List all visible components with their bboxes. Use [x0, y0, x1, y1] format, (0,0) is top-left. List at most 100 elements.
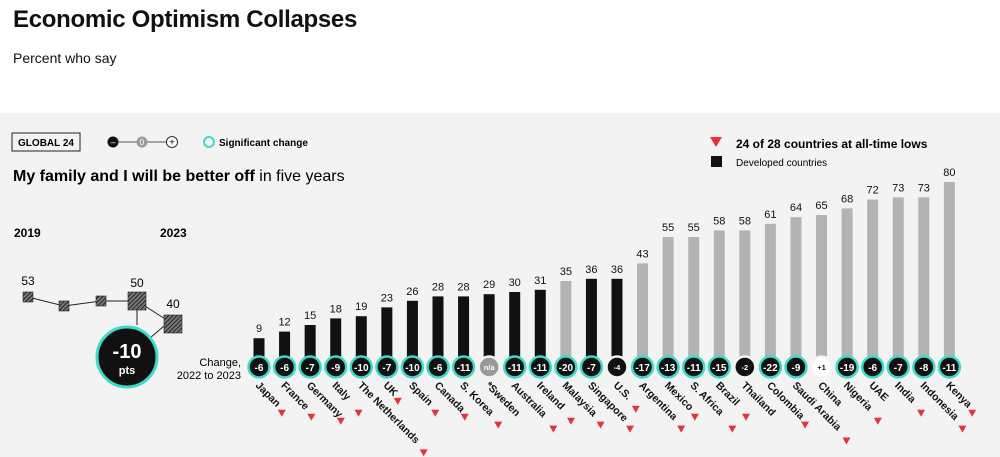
change-badge: [809, 355, 834, 379]
bar-value-label: 64: [790, 202, 802, 214]
change-badge: [681, 355, 706, 379]
all-time-low-icon: [677, 425, 686, 433]
change-label-line2: 2022 to 2023: [177, 370, 241, 382]
bar: [560, 281, 572, 358]
bar-value-label: 28: [457, 281, 469, 293]
developed-legend-label: Developed countries: [736, 158, 827, 169]
global-change-badge: [95, 325, 159, 389]
all-time-low-icon: [917, 409, 926, 417]
bar-value-label: 9: [256, 323, 262, 335]
scale-minus-icon[interactable]: [107, 136, 119, 148]
change-badge-label: +1: [817, 363, 826, 372]
all-time-low-legend: 24 of 28 countries at all-time lows: [736, 137, 928, 151]
trend-point-2021: [95, 295, 107, 307]
question-text: My family and I will be better off in fi…: [13, 168, 345, 185]
change-badge-label: -17: [635, 363, 650, 374]
bar: [253, 338, 265, 358]
change-badge: [247, 355, 271, 379]
bar: [534, 289, 546, 358]
trend-year-start: 2019: [14, 226, 41, 240]
bar-value-label: 72: [867, 185, 879, 197]
all-time-low-icon: [958, 425, 967, 433]
trend-point-2020: [58, 300, 70, 312]
change-badge: [784, 355, 808, 379]
all-time-low-icon: [710, 137, 722, 147]
all-time-low-icon: [277, 409, 286, 417]
change-badge: [272, 355, 297, 379]
bar: [432, 296, 444, 358]
change-badge-label: -6: [434, 363, 443, 374]
change-badge-label: -11: [508, 363, 522, 374]
all-time-low-icon: [307, 413, 316, 421]
bar: [841, 208, 853, 358]
global-24-badge[interactable]: [11, 132, 81, 152]
global-change-unit: pts: [119, 365, 136, 377]
bar: [764, 223, 776, 358]
change-badge: [400, 355, 425, 379]
trend-point-2019: [22, 291, 34, 303]
change-badge: [758, 355, 783, 379]
developed-legend-swatch: [711, 156, 722, 167]
trend-year-end: 2023: [160, 226, 187, 240]
change-badge-label: -8: [919, 363, 928, 374]
page-title: Economic Optimism Collapses: [13, 6, 357, 33]
bar-value-label: 61: [764, 209, 776, 221]
bar-value-label: 23: [381, 292, 393, 304]
bar: [355, 316, 367, 358]
bar-value-label: 29: [483, 279, 495, 291]
bar-value-label: 26: [406, 286, 418, 298]
change-badge: [912, 355, 936, 379]
change-badge-label: -4: [614, 363, 621, 372]
scale-zero-label: 0: [140, 138, 145, 147]
bar-value-label: 73: [892, 182, 904, 194]
change-badge-label: -19: [840, 363, 855, 374]
change-badge-label: -10: [405, 363, 420, 374]
all-time-low-icon: [549, 425, 558, 433]
bar: [304, 325, 316, 358]
change-badge: [656, 355, 680, 379]
change-badge-label: -15: [712, 363, 727, 374]
bar: [458, 296, 470, 358]
all-time-low-icon: [596, 421, 605, 429]
bar: [330, 318, 342, 358]
change-badge-label: -2: [741, 363, 748, 372]
bar: [943, 182, 955, 358]
change-badge: [323, 355, 348, 379]
scale-zero-icon[interactable]: [136, 136, 148, 148]
all-time-low-icon: [354, 409, 363, 417]
bars-group: 9-6Japan12-6France15-7Germany18-9Italy19…: [247, 167, 977, 457]
scale-plus-icon[interactable]: [166, 136, 178, 148]
bar: [790, 217, 802, 358]
bar: [406, 300, 418, 358]
bar-value-label: 80: [943, 167, 955, 179]
change-badge: [502, 355, 527, 379]
change-badge: [451, 355, 476, 379]
bar-value-label: 65: [815, 200, 827, 212]
all-time-low-icon: [336, 417, 345, 425]
bar-value-label: 55: [662, 222, 674, 234]
change-badge: [886, 355, 910, 379]
trend-point-2023: [163, 314, 183, 334]
country-label: Japan: [253, 380, 283, 410]
bar-value-label: 31: [534, 275, 546, 287]
change-badge-label: -9: [331, 363, 340, 374]
change-badge: [375, 355, 399, 379]
change-badge-label: -7: [382, 363, 391, 374]
all-time-low-icon: [873, 417, 882, 425]
change-badge: [860, 355, 885, 379]
change-badge: [579, 355, 604, 379]
all-time-low-icon: [494, 421, 503, 429]
change-badge-label: -10: [354, 363, 369, 374]
change-badge-label: -9: [792, 363, 801, 374]
change-badge: [707, 355, 732, 379]
global-24-label: GLOBAL 24: [18, 138, 74, 149]
bar: [713, 230, 725, 358]
change-badge-label: -11: [457, 363, 471, 374]
scale-minus-label: –: [110, 137, 115, 147]
change-badge: [937, 355, 962, 379]
bar: [611, 278, 623, 358]
trend-label-2023: 40: [166, 297, 180, 311]
trend-connector-2: [149, 325, 165, 339]
significant-change-label: Significant change: [219, 138, 308, 149]
bar: [918, 197, 930, 358]
